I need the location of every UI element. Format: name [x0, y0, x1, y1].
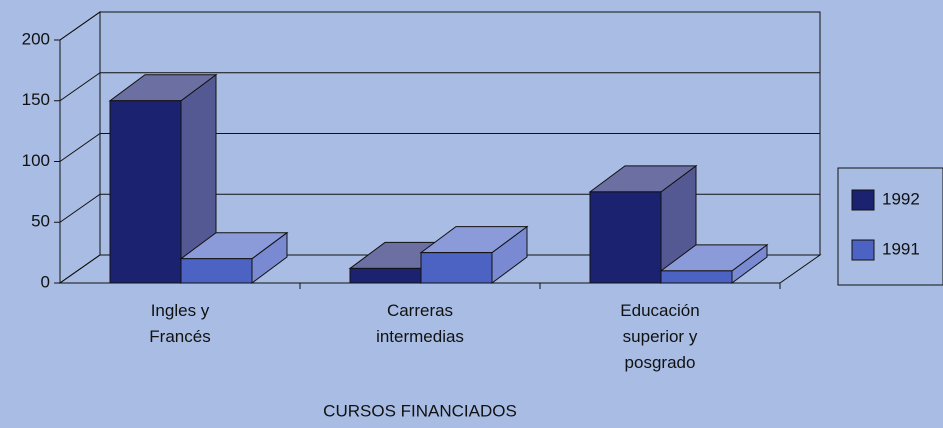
- y-tick-label: 200: [22, 29, 50, 48]
- bar-front: [349, 267, 422, 284]
- x-tick-label: Educación superior y posgrado: [620, 301, 699, 372]
- grid-line: [59, 193, 820, 223]
- y-tick-label: 150: [22, 90, 50, 109]
- legend-label: 1992: [882, 189, 920, 208]
- x-axis-title: CURSOS FINANCIADOS: [323, 401, 517, 420]
- legend-box: [837, 167, 943, 286]
- legend-swatch: [851, 239, 875, 261]
- bar-front: [109, 100, 182, 284]
- bar: [659, 243, 769, 284]
- bar: [179, 231, 289, 284]
- bar-front: [589, 191, 662, 284]
- y-tick-label: 0: [41, 272, 50, 291]
- grid-line: [59, 11, 820, 41]
- grid-line: [59, 254, 820, 284]
- grid-line: [59, 72, 820, 102]
- grid-line: [59, 133, 820, 162]
- bar-front: [420, 252, 493, 284]
- y-tick-label: 50: [31, 212, 50, 231]
- legend-label: 1991: [882, 239, 920, 258]
- x-tick-label: Ingles y Francés: [149, 301, 210, 346]
- bar-front: [660, 270, 733, 284]
- bar: [108, 73, 218, 284]
- bar: [588, 164, 698, 284]
- y-tick-label: 100: [22, 151, 50, 170]
- legend-swatch: [851, 189, 875, 211]
- bar: [419, 225, 529, 284]
- x-tick-label: Carreras intermedias: [376, 301, 464, 346]
- bar-front: [180, 258, 253, 284]
